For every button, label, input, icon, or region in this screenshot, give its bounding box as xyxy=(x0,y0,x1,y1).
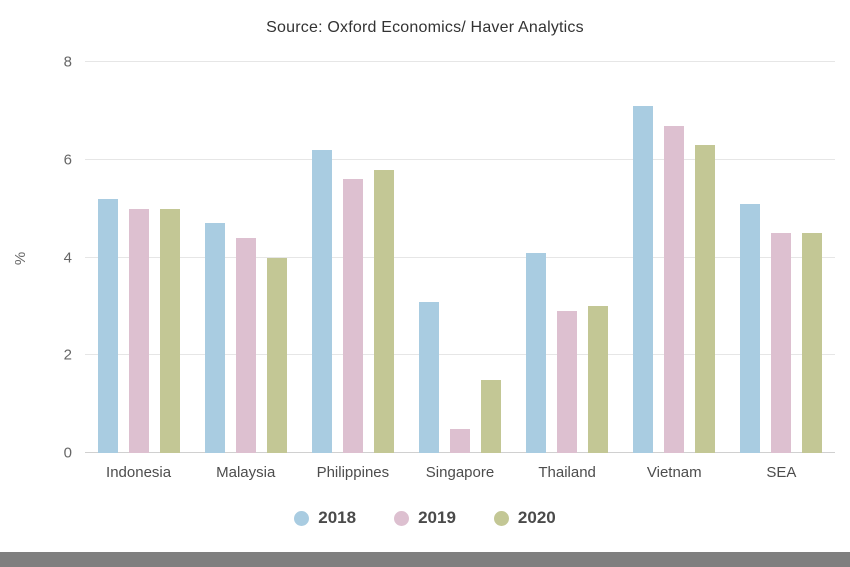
bar-philippines-2020 xyxy=(373,169,394,453)
bar-thailand-2020 xyxy=(588,306,609,453)
bar-indonesia-2019 xyxy=(128,208,149,453)
bar-thailand-2018 xyxy=(526,252,547,453)
legend-item-2019[interactable]: 2019 xyxy=(394,508,456,528)
bar-singapore-2018 xyxy=(418,301,439,453)
bar-sea-2018 xyxy=(740,203,761,453)
x-label-vietnam: Vietnam xyxy=(646,464,702,481)
bottom-gray-strip xyxy=(0,552,850,567)
bar-singapore-2020 xyxy=(480,379,501,453)
bar-group-philippines xyxy=(299,62,406,453)
bar-indonesia-2020 xyxy=(159,208,180,453)
x-label-thailand: Thailand xyxy=(538,464,596,481)
legend: 2018 2019 2020 xyxy=(0,508,850,528)
legend-marker-icon xyxy=(493,510,509,526)
bar-vietnam-2018 xyxy=(633,106,654,453)
bar-philippines-2018 xyxy=(311,149,332,453)
legend-label: 2018 xyxy=(318,508,357,527)
y-axis-label: % xyxy=(12,251,30,266)
x-label-indonesia: Indonesia xyxy=(106,464,172,481)
bar-sea-2019 xyxy=(771,233,792,453)
bar-group-thailand xyxy=(514,62,621,453)
bar-sea-2020 xyxy=(802,233,823,453)
legend-marker-icon xyxy=(294,510,310,526)
bar-vietnam-2019 xyxy=(664,125,685,453)
bar-group-singapore xyxy=(406,62,513,453)
bar-singapore-2019 xyxy=(449,428,470,453)
y-tick-2: 2 xyxy=(63,346,72,364)
x-label-philippines: Philippines xyxy=(316,464,390,481)
bar-vietnam-2020 xyxy=(695,145,716,453)
bar-group-vietnam xyxy=(621,62,728,453)
bar-group-sea xyxy=(728,62,835,453)
gridline-8 xyxy=(85,61,835,62)
bar-groups xyxy=(85,62,835,453)
bar-indonesia-2018 xyxy=(97,198,118,453)
bar-malaysia-2019 xyxy=(235,237,256,453)
x-label-sea: SEA xyxy=(766,464,797,481)
plot-area: 0 2 4 6 8 xyxy=(64,54,835,462)
bar-philippines-2019 xyxy=(342,179,363,453)
x-axis-labels: Indonesia Malaysia Philippines Singapore Tha… xyxy=(85,464,835,481)
legend-item-2018[interactable]: 2018 xyxy=(294,508,356,528)
y-tick-0: 0 xyxy=(63,444,72,462)
y-tick-4: 4 xyxy=(63,249,72,266)
gridline-6 xyxy=(85,158,835,160)
x-label-singapore: Singapore xyxy=(425,464,495,481)
bar-malaysia-2018 xyxy=(204,223,225,453)
bar-group-malaysia xyxy=(192,62,299,453)
chart-title: Source: Oxford Economics/ Haver Analytic… xyxy=(266,19,584,36)
bar-thailand-2019 xyxy=(557,311,578,453)
gridline-4 xyxy=(85,256,835,258)
x-label-malaysia: Malaysia xyxy=(216,464,276,481)
bar-malaysia-2020 xyxy=(266,257,287,453)
legend-label: 2020 xyxy=(517,508,556,527)
y-tick-8: 8 xyxy=(63,53,72,71)
y-tick-6: 6 xyxy=(63,151,72,169)
bar-group-indonesia xyxy=(85,62,192,453)
legend-label: 2019 xyxy=(418,508,456,527)
legend-marker-icon xyxy=(394,510,410,526)
gridline-2 xyxy=(85,354,835,356)
legend-item-2020[interactable]: 2020 xyxy=(493,508,556,528)
